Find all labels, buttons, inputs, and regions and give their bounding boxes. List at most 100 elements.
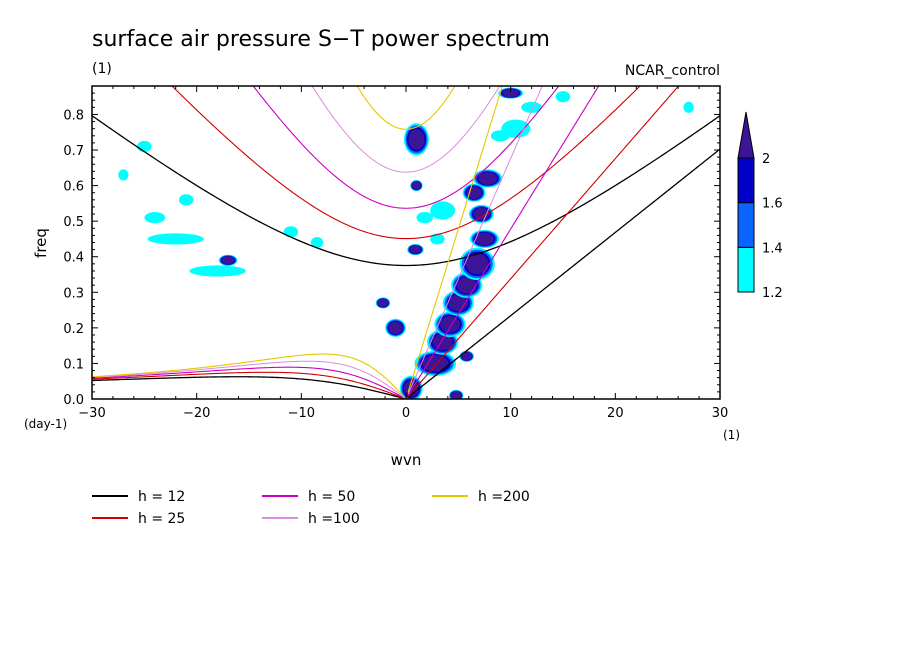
dispersion-curve-h200-branch-1 [356, 86, 456, 130]
colorbar-label-0: 1.2 [762, 286, 783, 301]
colorbar-box-2 [737, 157, 755, 204]
power-region-24-level-1 [178, 194, 194, 206]
power-region-35 [683, 101, 694, 113]
legend-item-h12: h = 12 [92, 489, 185, 505]
power-region-17-level-4 [502, 89, 519, 98]
colorbar-label-2: 1.6 [762, 197, 783, 212]
power-region-9-level-4 [466, 186, 482, 199]
power-region-31 [555, 91, 571, 103]
power-region-35-level-1 [683, 101, 694, 113]
power-region-20 [189, 265, 246, 277]
dispersion-curve-h200-branch-2 [92, 353, 407, 399]
power-region-6-level-4 [475, 232, 494, 246]
y-tick-label-5: 0.5 [63, 215, 84, 230]
dispersion-curve-h12-branch-0 [407, 148, 720, 398]
colorbar-top-triangle [737, 111, 755, 159]
power-region-27-level-1 [430, 201, 456, 220]
y-axis: 0.0 0.1 0.2 0.3 0.4 0.5 0.6 0.7 0.8 [63, 92, 720, 408]
power-region-14 [407, 244, 424, 256]
colorbar-label-3: 2 [762, 152, 770, 167]
power-region-13 [218, 254, 238, 266]
power-region-12-level-4 [388, 321, 403, 335]
x-tick-label-1: −20 [183, 406, 210, 421]
power-region-34-level-1 [118, 169, 129, 181]
power-region-2 [434, 311, 466, 337]
power-region-30-level-1 [521, 101, 542, 113]
power-region-31-level-1 [555, 91, 571, 103]
legend-label-h25: h = 25 [138, 511, 185, 527]
colorbar-box-1 [737, 202, 755, 248]
power-region-26-level-1 [310, 236, 324, 249]
power-region-18 [375, 297, 391, 309]
power-region-33-level-1 [430, 233, 445, 245]
x-axis-label: wvn [391, 451, 422, 469]
power-region-3-level-4 [448, 294, 469, 312]
legend-label-h100: h =100 [308, 511, 360, 527]
power-region-14-level-4 [409, 245, 422, 254]
x-axis-unit: (1) [723, 428, 740, 442]
y-tick-label-8: 0.8 [63, 108, 84, 123]
power-region-23 [144, 212, 166, 224]
x-tick-label-3: 0 [402, 406, 410, 421]
power-region-9 [462, 183, 486, 202]
dispersion-curve-h25 [92, 86, 680, 399]
power-region-27 [430, 201, 456, 220]
x-tick-label-6: 30 [712, 406, 729, 421]
power-region-25 [283, 226, 299, 238]
power-region-21-level-1 [147, 233, 204, 245]
x-tick-label-4: 10 [502, 406, 519, 421]
dispersion-curve-h100 [92, 86, 543, 399]
colorbar-box-0 [737, 246, 755, 293]
legend-item-h200: h =200 [432, 489, 530, 505]
chart-title: surface air pressure S−T power spectrum [92, 27, 550, 52]
legend-label-h12: h = 12 [138, 489, 185, 505]
power-region-24 [178, 194, 194, 206]
legend-label-h50: h = 50 [308, 489, 355, 505]
legend-item-h25: h = 25 [92, 511, 185, 527]
legend-item-h50: h = 50 [262, 489, 355, 505]
power-region-22-level-1 [137, 140, 152, 153]
dispersion-curve-h25-branch-0 [407, 86, 680, 397]
power-region-4-level-4 [456, 276, 477, 294]
dispersion-curve-h200-branch-0 [407, 86, 503, 393]
legend: h = 12 h = 25 h = 50 h =100 h =200 [92, 489, 530, 527]
dispersion-curve-h25-branch-1 [171, 86, 641, 240]
y-tick-label-1: 0.1 [63, 357, 84, 372]
dispersion-curve-h25-branch-2 [92, 371, 407, 399]
dispersion-curve-h100-branch-1 [311, 86, 501, 173]
power-region-11-level-4 [408, 128, 425, 150]
power-region-19-level-4 [412, 181, 421, 190]
dispersion-curves [92, 86, 720, 399]
power-region-25-level-1 [283, 226, 299, 238]
power-region-8-level-4 [478, 172, 498, 185]
x-tick-label-2: −10 [288, 406, 315, 421]
power-region-28-level-1 [416, 212, 434, 224]
power-region-15 [459, 350, 474, 362]
power-region-12 [385, 318, 406, 337]
power-region-0-level-4 [422, 355, 449, 372]
y-tick-label-2: 0.2 [63, 322, 84, 337]
power-region-32-level-1 [490, 130, 510, 142]
dispersion-curve-h12-branch-2 [92, 376, 407, 399]
dispersion-curve-h100-branch-2 [92, 360, 407, 399]
power-region-26 [310, 236, 324, 249]
y-axis-unit: (day-1) [24, 417, 67, 431]
y-axis-label: freq [32, 228, 50, 258]
legend-item-h100: h =100 [262, 511, 360, 527]
right-subtitle: NCAR_control [625, 63, 720, 79]
dispersion-curve-h100-branch-0 [407, 86, 543, 395]
power-region-1-level-4 [432, 333, 453, 351]
power-region-30 [521, 101, 542, 113]
power-region-19 [410, 180, 423, 192]
y-tick-label-7: 0.7 [63, 144, 84, 159]
left-subtitle: (1) [92, 61, 112, 77]
power-region-11 [404, 123, 429, 156]
dispersion-curve-h50-branch-1 [252, 86, 560, 209]
x-tick-label-5: 20 [607, 406, 624, 421]
power-region-23-level-1 [144, 212, 166, 224]
power-region-13-level-4 [221, 256, 235, 265]
y-tick-label-4: 0.4 [63, 251, 84, 266]
dispersion-curve-h12-branch-1 [92, 115, 720, 267]
power-region-18-level-4 [377, 298, 389, 308]
